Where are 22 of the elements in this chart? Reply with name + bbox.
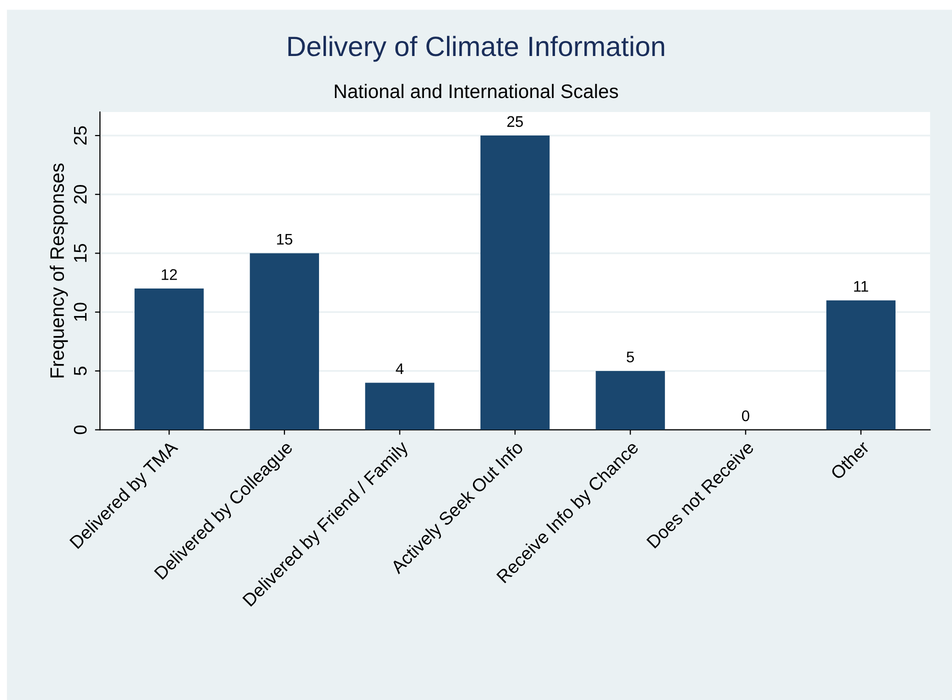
bar xyxy=(826,300,896,430)
bar xyxy=(134,288,204,430)
y-tick-label: 20 xyxy=(74,185,87,204)
data-label: 4 xyxy=(396,363,404,374)
data-label: 11 xyxy=(854,281,868,292)
y-axis-title: Frequency of Responses xyxy=(50,164,68,378)
y-tick-label: 15 xyxy=(74,244,87,262)
chart-subtitle: National and International Scales xyxy=(334,84,618,98)
data-label: 5 xyxy=(626,352,634,362)
y-tick-label: 25 xyxy=(74,126,87,145)
y-tick-label: 10 xyxy=(74,302,87,321)
bar xyxy=(250,253,320,430)
bar xyxy=(365,382,434,430)
data-label: 25 xyxy=(507,116,523,127)
bar xyxy=(596,370,665,430)
chart-title: Delivery of Climate Information xyxy=(288,36,664,62)
bar xyxy=(480,136,550,430)
y-tick-label: 5 xyxy=(74,366,87,376)
data-label: 12 xyxy=(162,269,177,280)
data-label: 0 xyxy=(742,410,750,422)
y-tick-label: 0 xyxy=(74,425,87,434)
data-label: 15 xyxy=(277,234,292,245)
